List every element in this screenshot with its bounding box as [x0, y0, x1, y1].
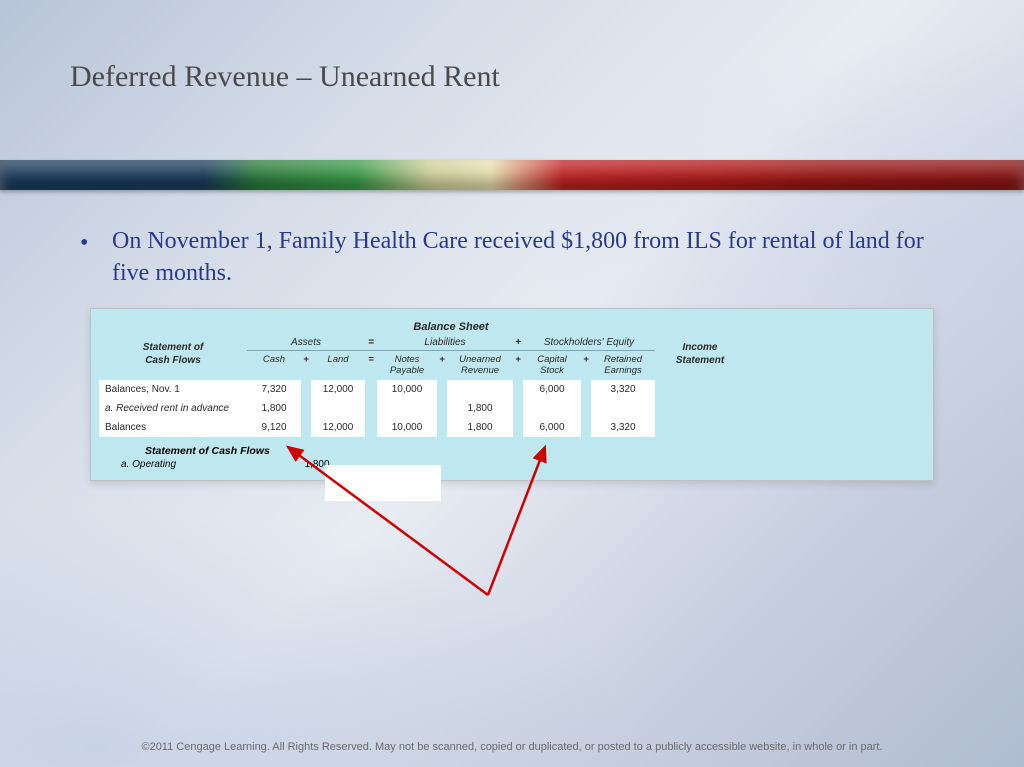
cell-0-land: 12,000 [311, 380, 365, 399]
hdr-balance-sheet: Balance Sheet [247, 317, 655, 335]
cell-1-notes [377, 399, 437, 418]
cashflow-row-label: a. Operating [117, 459, 287, 470]
cashflow-row: a. Operating 1,800 [117, 459, 925, 470]
sub-retained-earnings: Retained Earnings [591, 350, 655, 380]
sub-eq-2: = [365, 350, 377, 380]
sub-plus-2: + [437, 350, 447, 380]
hdr-plus: + [513, 335, 523, 350]
cell-1-unearned: 1,800 [447, 399, 513, 418]
hdr-stockholders-equity: Stockholders' Equity [523, 335, 655, 350]
sub-capital-stock: Capital Stock [523, 350, 581, 380]
cell-1-capstock [523, 399, 581, 418]
cell-1-retained [591, 399, 655, 418]
bullet-dot: • [80, 227, 88, 259]
cell-2-retained: 3,320 [591, 418, 655, 437]
cashflow-title: Statement of Cash Flows [117, 441, 925, 459]
cell-2-land: 12,000 [311, 418, 365, 437]
hdr-eq: = [365, 335, 377, 350]
panel-inner: Balance Sheet Statement of Cash Flows As… [91, 309, 933, 480]
cell-1-cash: 1,800 [247, 399, 301, 418]
row-label-1: a. Received rent in advance [99, 399, 247, 418]
sub-plus-3: + [513, 350, 523, 380]
sub-unearned-revenue: Unearned Revenue [447, 350, 513, 380]
copyright-text: ©2011 Cengage Learning. All Rights Reser… [0, 741, 1024, 753]
cell-1-land [311, 399, 365, 418]
row-label-2: Balances [99, 418, 247, 437]
cell-0-unearned [447, 380, 513, 399]
hdr-liabilities: Liabilities [377, 335, 513, 350]
sub-land: Land [311, 350, 365, 380]
bullet-text: On November 1, Family Health Care receiv… [80, 225, 944, 290]
bullet-paragraph: • On November 1, Family Health Care rece… [80, 225, 944, 290]
cell-2-cash: 9,120 [247, 418, 301, 437]
sub-plus-4: + [581, 350, 591, 380]
cashflow-block: Statement of Cash Flows a. Operating 1,8… [99, 437, 925, 480]
hdr-assets: Assets [247, 335, 365, 350]
accent-bar [0, 160, 1024, 190]
hdr-income-statement: Income Statement [655, 335, 745, 380]
sub-plus-1: + [301, 350, 311, 380]
cell-0-capstock: 6,000 [523, 380, 581, 399]
cell-0-retained: 3,320 [591, 380, 655, 399]
slide-title: Deferred Revenue – Unearned Rent [70, 60, 500, 94]
sub-cash: Cash [247, 350, 301, 380]
cell-0-notes: 10,000 [377, 380, 437, 399]
cell-2-notes: 10,000 [377, 418, 437, 437]
cashflow-white-extension [325, 465, 441, 501]
balance-sheet-panel: Balance Sheet Statement of Cash Flows As… [90, 308, 934, 481]
sub-notes-payable: Notes Payable [377, 350, 437, 380]
cell-2-capstock: 6,000 [523, 418, 581, 437]
row-label-0: Balances, Nov. 1 [99, 380, 247, 399]
hdr-scf: Statement of Cash Flows [99, 335, 247, 380]
cell-0-cash: 7,320 [247, 380, 301, 399]
balance-grid: Balance Sheet Statement of Cash Flows As… [99, 317, 925, 437]
cell-2-unearned: 1,800 [447, 418, 513, 437]
